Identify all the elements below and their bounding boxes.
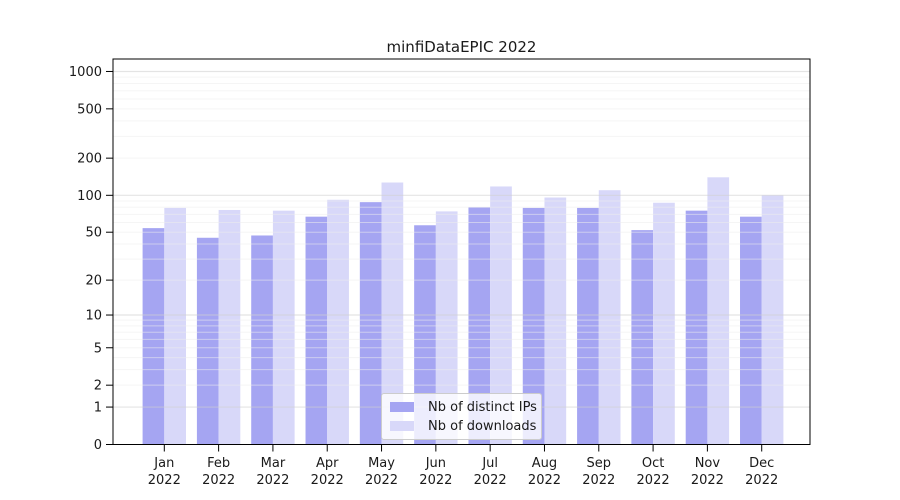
legend-swatch-downloads <box>390 421 414 431</box>
x-tick-label-month: Jan <box>153 456 174 471</box>
bar-downloads <box>653 202 675 445</box>
x-tick-label-year: 2022 <box>202 473 235 488</box>
bar-distinct-ips <box>631 230 654 445</box>
bar-distinct-ips <box>196 237 219 445</box>
x-tick-label-year: 2022 <box>256 473 289 488</box>
y-tick-label: 500 <box>77 102 102 117</box>
x-tick-label-year: 2022 <box>419 473 452 488</box>
x-tick-label-year: 2022 <box>311 473 344 488</box>
y-tick-label: 5 <box>94 341 102 356</box>
bar-downloads <box>598 190 621 445</box>
x-tick-label-month: May <box>368 456 395 471</box>
bar-downloads <box>435 211 458 445</box>
x-tick-label-year: 2022 <box>365 473 398 488</box>
bar-downloads <box>327 199 349 445</box>
y-tick-label: 200 <box>77 152 102 167</box>
x-tick-label-year: 2022 <box>582 473 615 488</box>
bar-downloads <box>272 210 295 445</box>
x-tick-label-month: Dec <box>749 456 774 471</box>
y-tick-label: 10 <box>85 309 102 324</box>
grid <box>113 70 810 408</box>
y-tick-label: 0 <box>94 438 102 453</box>
bar-downloads <box>381 182 404 445</box>
chart-title: minfiDataEPIC 2022 <box>386 38 537 56</box>
bar-distinct-ips <box>305 216 328 445</box>
bar-distinct-ips <box>685 210 708 445</box>
legend-item-distinct-ips: Nb of distinct IPs <box>386 399 537 415</box>
x-tick-label-year: 2022 <box>745 473 778 488</box>
legend: Nb of distinct IPs Nb of downloads <box>381 393 542 440</box>
x-tick-label-year: 2022 <box>148 473 181 488</box>
x-tick-label-month: Mar <box>261 456 286 471</box>
x-tick-label-month: Sep <box>587 456 612 471</box>
plot-border <box>112 58 811 445</box>
y-tick-label: 50 <box>85 226 102 241</box>
x-tick-label-month: Jun <box>425 456 446 471</box>
y-tick-label: 1 <box>94 401 102 416</box>
axes-spines <box>112 58 811 445</box>
x-tick-label-month: Aug <box>532 456 557 471</box>
x-tick-label-month: Oct <box>642 456 664 471</box>
x-tick-label-year: 2022 <box>474 473 507 488</box>
bar-downloads <box>707 177 730 445</box>
y-tick-label: 20 <box>85 274 102 289</box>
legend-item-downloads: Nb of downloads <box>386 418 537 434</box>
x-tick-label-month: Apr <box>316 456 339 471</box>
bar-distinct-ips <box>740 216 762 445</box>
x-tick-label-year: 2022 <box>691 473 724 488</box>
bar-distinct-ips <box>359 202 382 445</box>
x-tick-label-month: Jul <box>481 456 498 471</box>
bar-downloads <box>218 209 241 445</box>
bar-distinct-ips <box>142 228 165 445</box>
legend-swatch-distinct-ips <box>390 402 414 412</box>
x-tick-label-month: Feb <box>207 456 230 471</box>
y-tick-label: 1000 <box>69 65 102 80</box>
y-tick-label: 2 <box>94 379 102 394</box>
legend-label-distinct-ips: Nb of distinct IPs <box>428 399 537 415</box>
bar-distinct-ips <box>251 235 273 445</box>
x-tick-label-month: Nov <box>695 456 721 471</box>
x-tick-label-year: 2022 <box>637 473 670 488</box>
y-tick-label: 100 <box>77 189 102 204</box>
legend-label-downloads: Nb of downloads <box>428 418 537 434</box>
x-tick-label-year: 2022 <box>528 473 561 488</box>
